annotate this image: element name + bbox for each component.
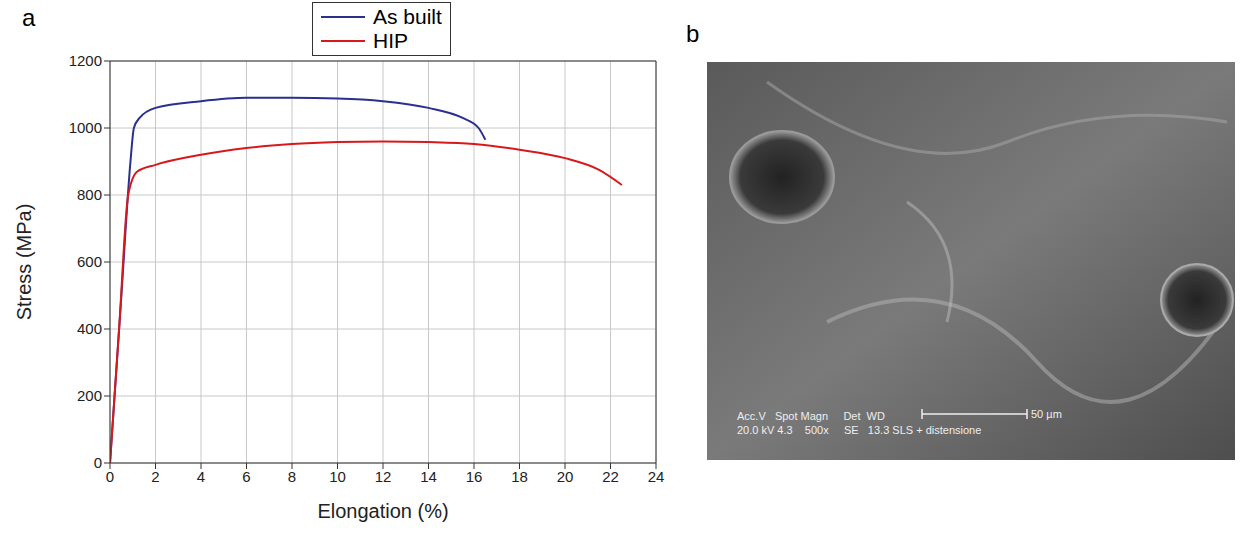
svg-text:Acc.V Spot Magn Det WD: Acc.V Spot Magn Det WD — [737, 410, 885, 422]
svg-text:600: 600 — [77, 253, 102, 270]
svg-text:22: 22 — [602, 468, 619, 485]
html-text:HIP: HIP — [373, 29, 408, 52]
svg-text:10: 10 — [329, 468, 346, 485]
svg-text:16: 16 — [466, 468, 483, 485]
svg-text:1000: 1000 — [69, 119, 102, 136]
svg-text:1200: 1200 — [69, 52, 102, 69]
svg-text:400: 400 — [77, 320, 102, 337]
html-text:As built: As built — [373, 5, 442, 28]
svg-text:14: 14 — [420, 468, 437, 485]
svg-text:50 µm: 50 µm — [1031, 408, 1062, 420]
svg-text:0: 0 — [94, 454, 102, 471]
svg-text:Elongation (%): Elongation (%) — [317, 500, 448, 522]
svg-text:24: 24 — [648, 468, 665, 485]
svg-text:800: 800 — [77, 186, 102, 203]
svg-text:0: 0 — [106, 468, 114, 485]
svg-text:Stress (MPa): Stress (MPa) — [13, 204, 35, 321]
svg-text:2: 2 — [151, 468, 159, 485]
svg-text:200: 200 — [77, 387, 102, 404]
svg-text:8: 8 — [288, 468, 296, 485]
svg-text:4: 4 — [197, 468, 205, 485]
svg-text:18: 18 — [511, 468, 528, 485]
svg-text:20: 20 — [557, 468, 574, 485]
svg-text:12: 12 — [375, 468, 392, 485]
html-text:a: a — [22, 4, 36, 31]
svg-text:6: 6 — [242, 468, 250, 485]
html-text:b: b — [686, 20, 700, 47]
svg-text:20.0 kV 4.3 500x SE 1: 20.0 kV 4.3 500x SE 13.3 SLS + distensio… — [737, 424, 981, 436]
